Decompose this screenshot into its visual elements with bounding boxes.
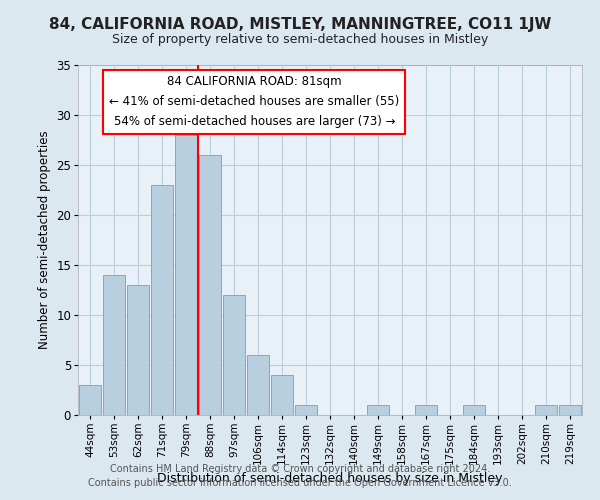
Text: 84, CALIFORNIA ROAD, MISTLEY, MANNINGTREE, CO11 1JW: 84, CALIFORNIA ROAD, MISTLEY, MANNINGTRE… (49, 18, 551, 32)
Bar (559, 405, 581, 415)
Bar (223, 295, 245, 415)
Bar (367, 405, 389, 415)
Bar (535, 405, 557, 415)
Bar (463, 405, 485, 415)
Bar (175, 135, 197, 415)
Bar (247, 355, 269, 415)
Bar (199, 155, 221, 415)
Bar (103, 275, 125, 415)
Text: Contains HM Land Registry data © Crown copyright and database right 2024.
Contai: Contains HM Land Registry data © Crown c… (88, 464, 512, 487)
Bar (271, 375, 293, 415)
Bar (295, 405, 317, 415)
Text: 84 CALIFORNIA ROAD: 81sqm
← 41% of semi-detached houses are smaller (55)
54% of : 84 CALIFORNIA ROAD: 81sqm ← 41% of semi-… (109, 76, 400, 128)
X-axis label: Distribution of semi-detached houses by size in Mistley: Distribution of semi-detached houses by … (157, 472, 503, 486)
Bar (415, 405, 437, 415)
Bar (127, 285, 149, 415)
Bar (151, 185, 173, 415)
Text: Size of property relative to semi-detached houses in Mistley: Size of property relative to semi-detach… (112, 32, 488, 46)
Bar (79, 385, 101, 415)
Y-axis label: Number of semi-detached properties: Number of semi-detached properties (38, 130, 50, 350)
